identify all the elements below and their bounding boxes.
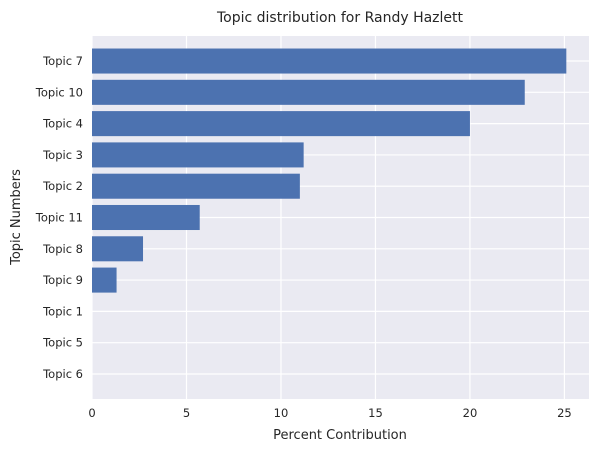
x-tick-label: 5	[183, 406, 190, 420]
y-tick-label: Topic 6	[42, 367, 83, 381]
x-tick-labels: 0 5 10 15 20 25	[88, 406, 571, 420]
x-tick-label: 20	[463, 406, 478, 420]
y-tick-label: Topic 1	[42, 304, 83, 318]
y-tick-label: Topic 8	[42, 242, 83, 256]
x-tick-label: 0	[88, 406, 95, 420]
bar-topic-7	[92, 48, 567, 74]
bar-topic-10	[92, 79, 525, 105]
y-tick-label: Topic 4	[42, 117, 83, 131]
bar-topic-3	[92, 142, 304, 168]
x-axis-label: Percent Contribution	[273, 428, 407, 443]
y-tick-label: Topic 3	[42, 148, 83, 162]
bar-topic-9	[92, 267, 117, 293]
y-axis-label: Topic Numbers	[9, 169, 24, 266]
y-tick-label: Topic 10	[35, 85, 83, 99]
bar-topic-8	[92, 236, 144, 262]
x-tick-label: 15	[368, 406, 383, 420]
bar-topic-2	[92, 173, 300, 199]
y-tick-labels: Topic 7 Topic 10 Topic 4 Topic 3 Topic 2 Topi…	[35, 54, 83, 381]
bar-topic-4	[92, 111, 470, 137]
y-tick-label: Topic 5	[42, 336, 83, 350]
bar-topic-11	[92, 204, 200, 231]
y-tick-label: Topic 2	[42, 179, 83, 193]
x-tick-label: 10	[274, 406, 289, 420]
x-tick-label: 25	[557, 406, 572, 420]
y-tick-label: Topic 7	[42, 54, 83, 68]
chart-title: Topic distribution for Randy Hazlett	[216, 10, 464, 26]
y-tick-label: Topic 11	[35, 211, 83, 225]
y-tick-label: Topic 9	[42, 273, 83, 287]
bars-group	[92, 48, 567, 293]
